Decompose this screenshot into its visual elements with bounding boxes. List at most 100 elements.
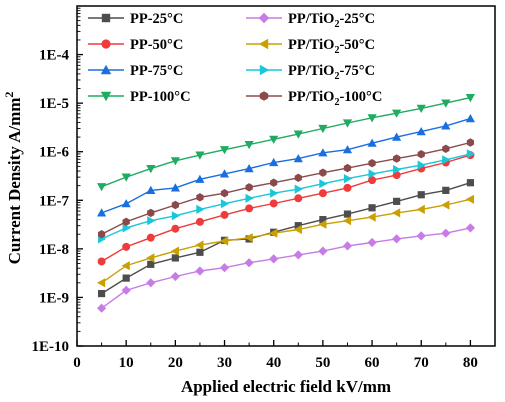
data-point — [441, 200, 450, 210]
data-point — [196, 248, 204, 256]
data-point — [343, 163, 352, 173]
data-point — [343, 174, 353, 184]
data-point — [318, 124, 328, 134]
x-tick-label: 30 — [217, 355, 232, 371]
data-point — [122, 274, 130, 282]
data-point — [245, 193, 254, 203]
x-tick-label: 0 — [73, 355, 81, 371]
data-point — [171, 254, 179, 262]
legend-label-tail: -50°C — [339, 37, 375, 53]
data-point — [196, 193, 204, 202]
data-point — [319, 168, 327, 177]
y-tick-label: 1E-5 — [39, 96, 69, 112]
data-point — [368, 204, 376, 212]
data-point — [97, 278, 106, 288]
legend-label-tail: -75°C — [339, 63, 375, 79]
data-point — [97, 208, 107, 217]
data-point — [368, 169, 377, 179]
data-point — [219, 146, 230, 155]
data-point — [293, 224, 302, 235]
tick-marks — [76, 7, 472, 347]
data-point — [219, 169, 230, 178]
legend-label-subscript: 2 — [334, 71, 339, 82]
data-point — [343, 183, 352, 192]
series-3 — [97, 194, 474, 288]
x-tick-label: 60 — [365, 355, 380, 371]
data-point — [269, 157, 279, 167]
x-tick-label: 50 — [315, 355, 330, 371]
data-point — [147, 208, 155, 218]
data-point — [368, 159, 376, 168]
data-point — [97, 257, 106, 266]
x-tick-label: 70 — [414, 355, 429, 371]
data-point — [170, 183, 180, 192]
data-point — [441, 121, 451, 130]
legend-label-main: PP-75°C — [130, 63, 183, 79]
y-tick-label: 1E-6 — [39, 145, 70, 161]
legend-label: PP-50°C — [130, 37, 183, 53]
data-point — [122, 217, 130, 226]
x-tick-labels: 0 10 20 30 40 50 60 70 80 — [73, 355, 478, 371]
series-layer — [97, 94, 475, 313]
legend-label-main: PP/TiO — [288, 11, 334, 27]
data-point — [416, 104, 426, 113]
data-point — [393, 197, 401, 205]
data-point — [367, 114, 377, 123]
legend-entry: PP-25°C — [88, 11, 183, 27]
y-tick-label: 1E-10 — [32, 339, 70, 355]
data-point — [269, 254, 279, 264]
data-point — [195, 266, 205, 276]
data-point — [244, 141, 254, 150]
y-axis-title-superscript: 2 — [2, 92, 16, 98]
data-point — [417, 150, 425, 159]
data-point — [442, 155, 451, 165]
legend-label: PP/TiO2-25°C — [288, 11, 375, 30]
legend-marker — [100, 91, 112, 102]
data-point — [195, 174, 205, 183]
series-7 — [98, 138, 474, 239]
data-point — [442, 186, 450, 194]
legend-entry: PP-50°C — [88, 37, 183, 53]
legend-label: PP/TiO2-100°C — [288, 89, 382, 108]
data-point — [392, 132, 402, 141]
series-line — [101, 227, 471, 309]
legend-label-subscript: 2 — [334, 19, 339, 30]
data-point — [417, 191, 425, 199]
legend-label: PP/TiO2-75°C — [288, 63, 375, 82]
series-line — [101, 182, 471, 295]
y-axis-title: Current Density A/mm2 — [2, 92, 24, 265]
data-point — [244, 164, 254, 173]
data-point — [318, 219, 327, 229]
y-tick-label: 1E-4 — [39, 48, 70, 64]
data-point — [465, 223, 475, 233]
data-point — [294, 222, 302, 230]
series-line — [101, 198, 471, 284]
y-tick-labels: 1E-10 1E-9 1E-8 1E-7 1E-6 1E-5 1E-4 — [32, 48, 70, 355]
series-line — [101, 96, 471, 188]
legend-label: PP-25°C — [130, 11, 183, 27]
data-point — [171, 224, 180, 233]
data-point — [466, 149, 475, 159]
legend-label: PP/TiO2-50°C — [288, 37, 375, 56]
data-point — [368, 176, 377, 185]
data-point — [146, 185, 156, 194]
data-point — [318, 148, 328, 157]
legend-label-main: PP/TiO — [288, 37, 334, 53]
data-point — [416, 127, 426, 136]
data-point — [269, 199, 278, 208]
data-point — [170, 246, 179, 256]
series-5 — [98, 149, 475, 244]
x-axis-title: Applied electric field kV/mm — [181, 377, 391, 396]
legend-label-main: PP-100°C — [130, 89, 191, 105]
data-point — [121, 173, 131, 182]
legend-label-main: PP-50°C — [130, 37, 183, 53]
data-point — [171, 211, 180, 221]
legend-label: PP-100°C — [130, 89, 191, 105]
data-point — [97, 183, 107, 192]
y-tick-label: 1E-8 — [39, 242, 69, 258]
legend-marker — [259, 91, 269, 101]
data-point — [293, 154, 303, 163]
data-point — [293, 250, 303, 260]
data-point — [294, 184, 303, 194]
